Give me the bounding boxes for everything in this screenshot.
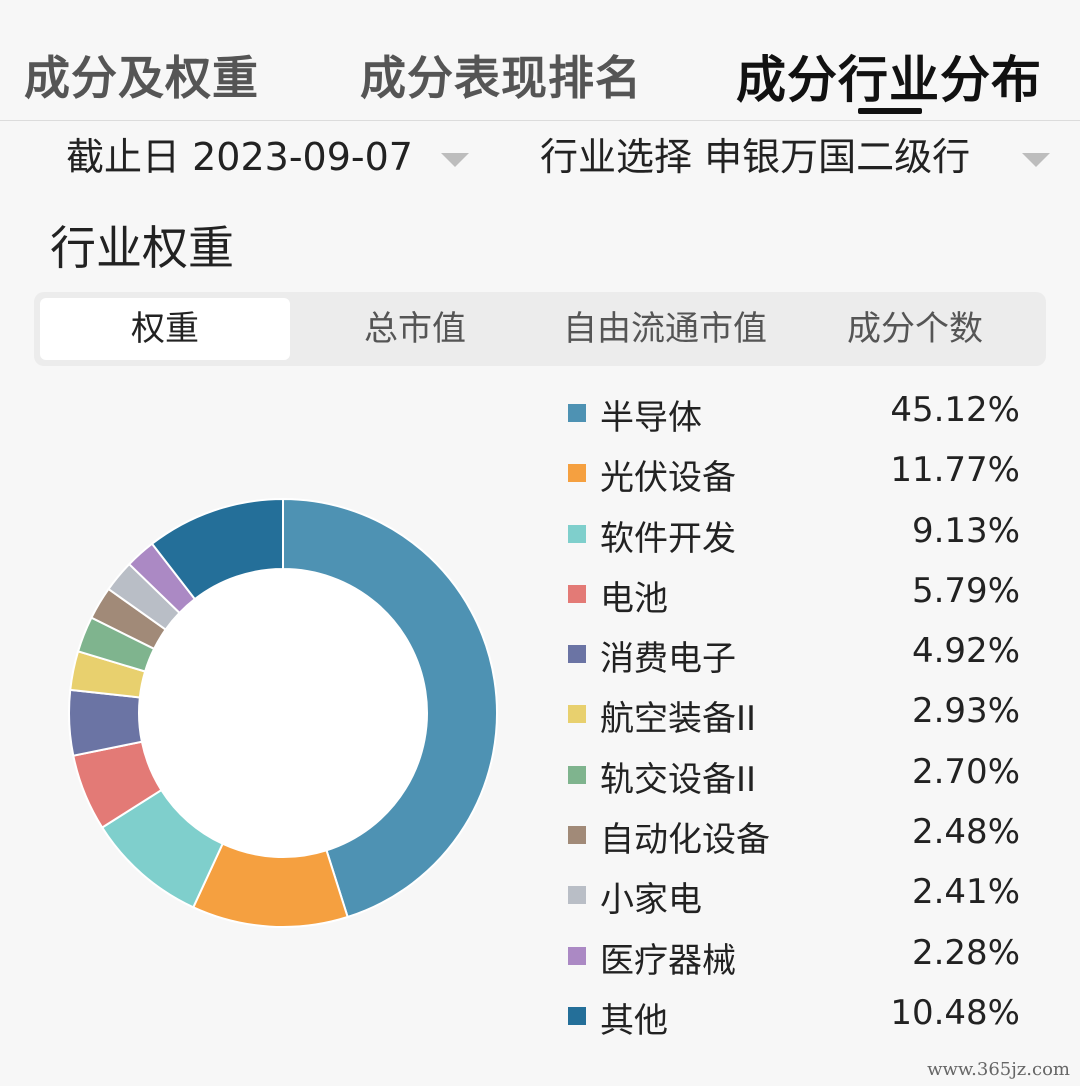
- industry-filter-label: 行业选择: [540, 135, 693, 179]
- legend-value: 9.13%: [911, 510, 1020, 551]
- legend-swatch: [568, 584, 586, 603]
- legend-item[interactable]: 电池 5.79%: [566, 565, 1026, 625]
- legend-swatch: [568, 886, 586, 905]
- legend-label: 小家电: [600, 880, 702, 921]
- chart-legend: 半导体 45.12% 光伏设备 11.77% 软件开发 9.13% 电池 5.79% 消费电子 4…: [566, 384, 1026, 1047]
- legend-item[interactable]: 轨交设备II 2.70%: [566, 746, 1026, 806]
- watermark: www.365jz.com: [927, 1059, 1070, 1080]
- legend-item[interactable]: 自动化设备 2.48%: [566, 806, 1026, 866]
- industry-filter-value: 申银万国二级行: [704, 135, 971, 179]
- legend-swatch: [568, 645, 586, 664]
- legend-item[interactable]: 软件开发 9.13%: [566, 505, 1026, 565]
- legend-swatch: [568, 464, 586, 483]
- legend-value: 11.77%: [890, 450, 1020, 491]
- legend-item[interactable]: 半导体 45.12%: [566, 384, 1026, 444]
- legend-label: 软件开发: [600, 518, 736, 559]
- donut-hole: [139, 569, 427, 857]
- legend-label: 电池: [600, 578, 668, 619]
- tab-constituent-performance[interactable]: 成分表现排名: [360, 51, 642, 105]
- date-filter-value: 2023-09-07: [192, 135, 413, 179]
- segment-total-market-cap[interactable]: 总市值: [364, 309, 466, 349]
- segment-constituent-count[interactable]: 成分个数: [847, 309, 983, 349]
- legend-swatch: [568, 826, 586, 845]
- legend-swatch: [568, 705, 586, 724]
- date-dropdown-icon: [441, 152, 470, 167]
- tab-constituents-weights[interactable]: 成分及权重: [24, 51, 259, 105]
- legend-value: 2.48%: [911, 812, 1020, 853]
- legend-label: 半导体: [600, 398, 702, 438]
- legend-label: 自动化设备: [600, 820, 770, 861]
- industry-dropdown-icon: [1022, 152, 1051, 167]
- top-tab-bar: 成分及权重 成分表现排名 成分行业分布: [0, 0, 1080, 121]
- date-filter-label: 截止日: [66, 135, 181, 179]
- legend-item[interactable]: 消费电子 4.92%: [566, 625, 1026, 685]
- section-title: 行业权重: [50, 221, 234, 275]
- legend-value: 4.92%: [911, 631, 1020, 672]
- legend-value: 45.12%: [890, 390, 1020, 430]
- legend-label: 其他: [600, 1000, 668, 1041]
- legend-label: 轨交设备II: [600, 759, 757, 800]
- legend-label: 航空装备II: [600, 699, 757, 740]
- segment-weight[interactable]: 权重: [40, 298, 290, 360]
- legend-value: 2.93%: [911, 691, 1020, 732]
- metric-segmented-control: 权重 总市值 自由流通市值 成分个数: [34, 292, 1046, 366]
- legend-swatch: [568, 946, 586, 965]
- segment-free-float-market-cap[interactable]: 自由流通市值: [563, 309, 767, 349]
- legend-label: 医疗器械: [600, 940, 736, 981]
- legend-item[interactable]: 光伏设备 11.77%: [566, 444, 1026, 504]
- legend-value: 2.28%: [911, 932, 1020, 973]
- date-filter[interactable]: 截止日 2023-09-07: [66, 126, 470, 181]
- legend-label: 消费电子: [600, 639, 736, 680]
- active-tab-indicator: [858, 108, 922, 114]
- legend-value: 2.41%: [911, 872, 1020, 913]
- legend-label: 光伏设备: [600, 458, 736, 499]
- legend-value: 5.79%: [911, 570, 1020, 611]
- tab-industry-distribution[interactable]: 成分行业分布: [736, 51, 1042, 109]
- legend-swatch: [568, 524, 586, 543]
- legend-item[interactable]: 航空装备II 2.93%: [566, 685, 1026, 745]
- industry-filter[interactable]: 行业选择 申银万国二级行: [540, 126, 1051, 181]
- legend-swatch: [568, 1006, 586, 1025]
- legend-value: 2.70%: [911, 751, 1020, 792]
- legend-item[interactable]: 医疗器械 2.28%: [566, 927, 1026, 987]
- legend-item[interactable]: 其他 10.48%: [566, 987, 1026, 1047]
- legend-value: 10.48%: [890, 992, 1020, 1033]
- legend-swatch: [568, 404, 586, 422]
- legend-item[interactable]: 小家电 2.41%: [566, 866, 1026, 926]
- legend-swatch: [568, 765, 586, 784]
- industry-donut-chart: [68, 497, 498, 928]
